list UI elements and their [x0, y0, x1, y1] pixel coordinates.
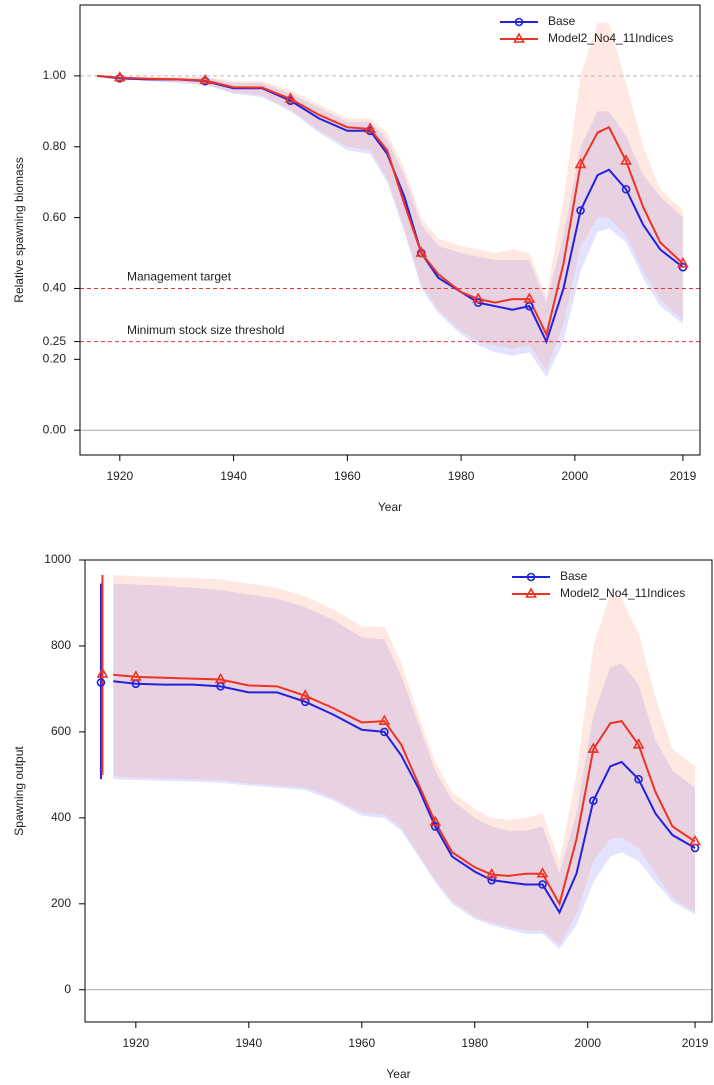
- marker: [526, 572, 536, 582]
- marker: [199, 73, 212, 85]
- marker: [620, 154, 632, 165]
- y-tick-label: 0: [64, 982, 71, 996]
- marker: [472, 292, 485, 303]
- y-axis-label: Relative spawning biomass: [12, 157, 26, 302]
- marker: [574, 157, 587, 169]
- x-tick-label: 2019: [670, 469, 697, 483]
- marker: [634, 774, 643, 784]
- plot-frame: [79, 4, 701, 456]
- marker: [96, 678, 106, 687]
- legend-label: Model2_No4_11Indices: [548, 31, 673, 45]
- marker: [113, 71, 126, 82]
- y-tick-label: 0.25: [43, 334, 67, 348]
- y-tick-label: 800: [51, 638, 71, 652]
- x-tick-label: 2019: [682, 1036, 709, 1050]
- marker: [523, 292, 536, 303]
- marker: [485, 867, 498, 879]
- x-tick-label: 1960: [334, 469, 361, 483]
- confidence-band: [97, 22, 683, 370]
- marker: [677, 257, 689, 268]
- marker: [587, 742, 600, 753]
- y-tick-label: 0.80: [43, 139, 67, 153]
- marker: [514, 17, 524, 27]
- x-tick-label: 1940: [235, 1036, 262, 1050]
- x-tick-label: 1980: [448, 469, 475, 483]
- y-tick-label: 200: [51, 896, 71, 910]
- marker: [378, 714, 391, 725]
- y-tick-label: 600: [51, 724, 71, 738]
- marker: [299, 689, 312, 700]
- legend-label: Model2_No4_11Indices: [560, 586, 685, 600]
- confidence-band: [113, 583, 696, 949]
- series-line: [113, 673, 696, 907]
- y-tick-label: 0.00: [43, 422, 67, 436]
- marker: [96, 667, 109, 678]
- marker: [589, 796, 598, 805]
- marker: [129, 670, 142, 681]
- marker: [487, 875, 497, 885]
- marker: [621, 184, 631, 194]
- x-tick-label: 1980: [461, 1036, 488, 1050]
- y-tick-label: 0.40: [43, 281, 67, 295]
- x-tick-label: 2000: [562, 469, 589, 483]
- marker: [429, 815, 442, 826]
- y-tick-label: 0.60: [43, 210, 67, 224]
- marker: [415, 246, 428, 257]
- legend-label: Base: [560, 569, 588, 583]
- x-tick-label: 1920: [106, 469, 133, 483]
- y-tick-label: 400: [51, 810, 71, 824]
- marker: [284, 92, 297, 103]
- plot-frame: [84, 559, 713, 1023]
- marker: [525, 587, 537, 598]
- x-axis-label: Year: [386, 1067, 410, 1080]
- marker: [632, 738, 645, 749]
- x-tick-label: 1960: [348, 1036, 375, 1050]
- legend-label: Base: [548, 14, 576, 28]
- marker: [214, 672, 227, 684]
- marker: [364, 122, 376, 133]
- y-axis-label: Spawning output: [12, 746, 26, 836]
- plot: 1920 1940 1960 1980 2000 2019 0 200 400 600 800 100…: [12, 552, 713, 1081]
- marker: [513, 32, 525, 43]
- reference-label: Management target: [127, 270, 232, 284]
- y-tick-label: 1000: [44, 552, 71, 566]
- y-tick-label: 0.20: [43, 352, 67, 366]
- reference-label: Minimum stock size threshold: [127, 323, 284, 337]
- marker: [430, 822, 440, 831]
- series-line: [113, 680, 696, 915]
- x-tick-label: 2000: [574, 1036, 601, 1050]
- x-axis-label: Year: [378, 500, 402, 514]
- marker: [576, 206, 585, 215]
- marker: [538, 880, 547, 889]
- marker: [689, 834, 701, 846]
- x-tick-label: 1920: [122, 1036, 149, 1050]
- x-tick-label: 1940: [220, 469, 247, 483]
- confidence-band: [97, 75, 683, 378]
- marker: [380, 727, 389, 737]
- series-line: [96, 74, 684, 338]
- y-tick-label: 1.00: [43, 68, 67, 82]
- marker: [536, 867, 549, 878]
- plot: Management target Minimum stock size thre…: [12, 4, 701, 514]
